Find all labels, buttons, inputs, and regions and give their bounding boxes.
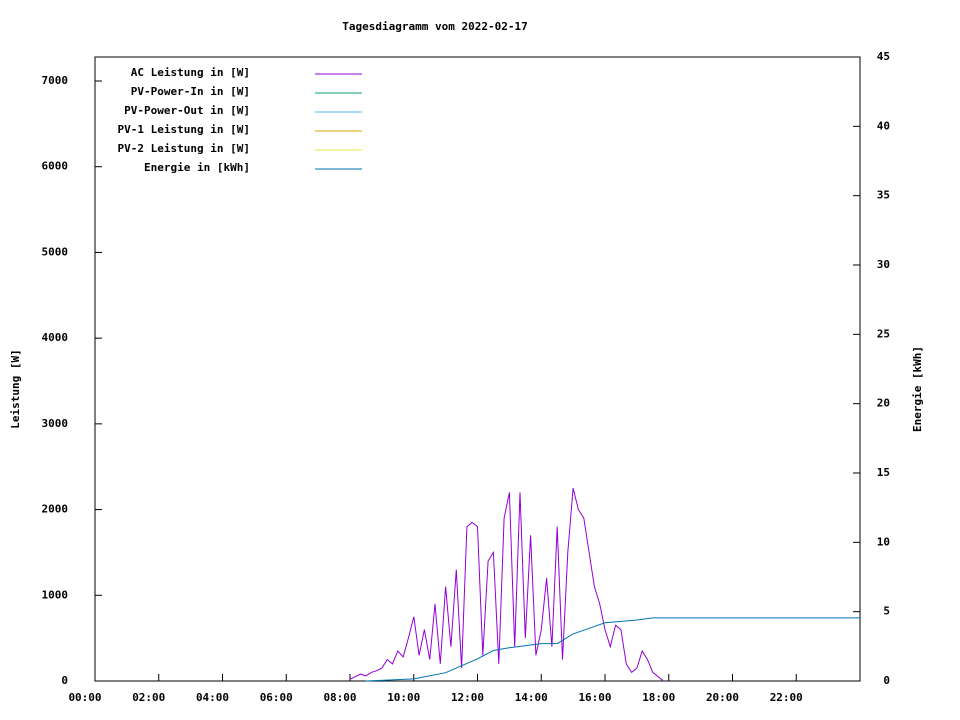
y-axis-label: Leistung [W] (9, 349, 22, 428)
y2-tick-label: 15 (877, 466, 890, 479)
x-tick-label: 10:00 (387, 691, 420, 704)
y2-tick-label: 35 (877, 189, 890, 202)
y2-tick-label: 5 (883, 605, 890, 618)
y2-tick-label: 40 (877, 119, 890, 132)
x-tick-label: 20:00 (706, 691, 739, 704)
y2-tick-label: 30 (877, 258, 890, 271)
y-tick-label: 6000 (42, 160, 69, 173)
legend-label: PV-1 Leistung in [W] (118, 123, 250, 136)
y-tick-label: 0 (61, 674, 68, 687)
x-tick-label: 16:00 (578, 691, 611, 704)
x-tick-label: 22:00 (770, 691, 803, 704)
legend-label: PV-Power-Out in [W] (124, 104, 250, 117)
x-tick-label: 06:00 (260, 691, 293, 704)
y2-tick-label: 20 (877, 397, 890, 410)
y-tick-label: 4000 (42, 331, 69, 344)
data-line (365, 617, 860, 682)
legend-label: PV-Power-In in [W] (131, 85, 250, 98)
y2-axis-label: Energie [kWh] (911, 346, 924, 432)
chart-title: Tagesdiagramm vom 2022-02-17 (342, 20, 527, 33)
x-tick-label: 00:00 (68, 691, 101, 704)
y2-tick-label: 0 (883, 674, 890, 687)
legend-label: Energie in [kWh] (144, 161, 250, 174)
data-line (349, 487, 664, 682)
y-tick-label: 1000 (42, 588, 69, 601)
y-tick-label: 5000 (42, 245, 69, 258)
x-tick-label: 18:00 (642, 691, 675, 704)
legend-label: AC Leistung in [W] (131, 66, 250, 79)
y-tick-label: 2000 (42, 503, 69, 516)
y-tick-label: 7000 (42, 74, 69, 87)
legend-label: PV-2 Leistung in [W] (118, 142, 250, 155)
x-tick-label: 04:00 (196, 691, 229, 704)
y2-tick-label: 45 (877, 50, 890, 63)
x-tick-label: 08:00 (323, 691, 356, 704)
x-tick-label: 02:00 (132, 691, 165, 704)
y-tick-label: 3000 (42, 417, 69, 430)
y2-tick-label: 10 (877, 535, 890, 548)
x-tick-label: 12:00 (451, 691, 484, 704)
x-tick-label: 14:00 (515, 691, 548, 704)
y2-tick-label: 25 (877, 327, 890, 340)
